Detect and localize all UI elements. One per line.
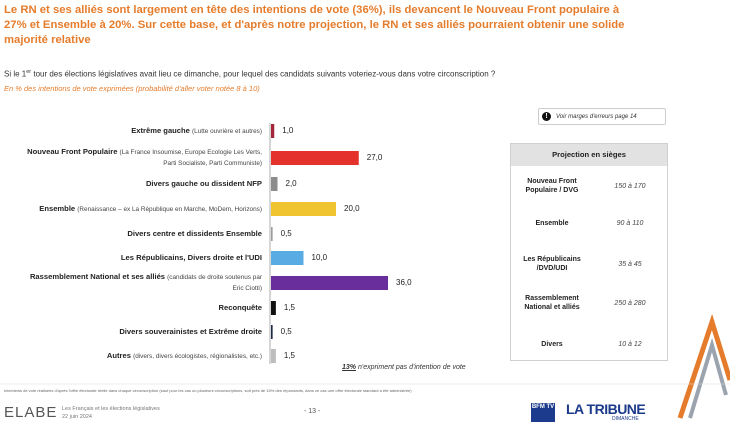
abstention-note: 13% n'expriment pas d'intention de vote — [342, 364, 466, 371]
bar — [271, 227, 273, 241]
value-label: 10,0 — [311, 253, 328, 262]
value-label: 36,0 — [396, 278, 412, 287]
category-name: Nouveau Front Populaire — [27, 147, 118, 156]
partner-logo: BFM TV — [531, 403, 555, 422]
value-label: 1,0 — [282, 126, 294, 135]
bar — [271, 251, 304, 265]
category-label: Reconquête — [20, 303, 262, 313]
projection-party: Rassemblement National et alliés — [524, 295, 580, 311]
error-note-text: Voir marges d'erreurs page 14 — [556, 113, 637, 120]
study-date: 22 juin 2024 — [62, 414, 92, 420]
page-number: - 13 - — [304, 408, 321, 415]
value-label: 27,0 — [366, 153, 383, 162]
category-name: Autres — [106, 350, 131, 360]
bar — [271, 301, 276, 315]
partner-sub: DIMANCHE — [612, 416, 639, 422]
category-name: Extrême gauche — [131, 125, 190, 135]
category-label: Rassemblement National et ses alliés (ca… — [20, 272, 262, 294]
value-label: 2,0 — [285, 179, 297, 188]
category-name: Les Républicains, Divers droite et l'UDI — [120, 253, 262, 262]
projection-title: Projection en sièges — [511, 144, 667, 166]
projection-row: Nouveau Front Populaire / DVG 150 à 170 — [511, 174, 667, 198]
category-label: Divers gauche ou dissident NFP — [20, 179, 262, 189]
projection-seats: 150 à 170 — [614, 182, 646, 190]
projection-row: Divers 10 à 12 — [511, 332, 667, 356]
subtitle: En % des intentions de vote exprimées (p… — [4, 84, 260, 93]
brand: ELABE — [4, 404, 58, 421]
category-label: Divers souverainistes et Extrême droite — [20, 327, 262, 337]
category-label: Les Républicains, Divers droite et l'UDI — [20, 253, 262, 263]
projection-party: Ensemble — [535, 219, 569, 227]
category-detail: (Lutte ouvrière et autres) — [192, 127, 262, 135]
projection-row: Les Républicains /DVD/UDI 35 à 45 — [511, 252, 667, 276]
projection-party: Les Républicains /DVD/UDI — [523, 256, 581, 272]
question: Si le 1er tour des élections législative… — [4, 69, 704, 79]
projection-table: Projection en sièges Nouveau Front Popul… — [510, 143, 668, 361]
projection-party: Divers — [541, 340, 563, 348]
category-detail: (divers, divers écologistes, régionalist… — [133, 352, 262, 360]
info-icon: ! — [542, 112, 551, 121]
abstention-figure: 13% — [342, 364, 357, 371]
abstention-text: n'expriment pas d'intention de vote — [356, 364, 466, 371]
category-name: Reconquête — [218, 303, 262, 312]
question-end: tour des élections législatives avait li… — [31, 69, 496, 79]
bar — [271, 124, 275, 138]
projection-seats: 250 à 280 — [614, 299, 646, 307]
value-label: 0,5 — [280, 229, 292, 238]
projection-seats: 35 à 45 — [618, 260, 642, 268]
bar — [271, 177, 278, 191]
bar — [271, 325, 273, 339]
category-name: Ensemble — [39, 203, 76, 213]
category-name: Divers souverainistes et Extrême droite — [119, 327, 262, 336]
projection-row: Rassemblement National et alliés 250 à 28… — [511, 291, 667, 315]
category-label: Extrême gauche (Lutte ouvrière et autres… — [20, 126, 262, 137]
partner-logo: LA TRIBUNE — [566, 401, 646, 417]
bar — [271, 349, 276, 363]
projection-seats: 10 à 12 — [618, 340, 642, 348]
category-detail: (candidats de droite soutenus par Eric C… — [167, 274, 262, 292]
category-detail: (La France Insoumise, Europe Ecologie Le… — [119, 149, 262, 167]
category-name: Divers centre et dissidents Ensemble — [127, 229, 262, 238]
category-detail: (Renaissance – ex La République en March… — [77, 205, 262, 213]
method-note: Interviews de vote réalisées d'après l'o… — [4, 388, 412, 393]
category-name: Rassemblement National et ses alliés — [29, 272, 166, 281]
study: Les Français et les élections législativ… — [62, 405, 160, 421]
bar — [271, 202, 336, 216]
value-label: 1,5 — [283, 351, 295, 360]
projection-party: Nouveau Front Populaire / DVG — [525, 178, 579, 194]
category-label: Nouveau Front Populaire (La France Insou… — [20, 147, 262, 169]
title: Le RN et ses alliés sont largement en tê… — [4, 4, 625, 46]
projection-seats: 90 à 110 — [616, 219, 644, 227]
logo — [677, 313, 730, 419]
category-label: Autres (divers, divers écologistes, régi… — [20, 351, 262, 362]
value-label: 1,5 — [283, 303, 295, 312]
question-start: Si le 1 — [4, 69, 27, 79]
bar — [271, 276, 388, 290]
value-label: 20,0 — [344, 204, 360, 213]
category-label: Divers centre et dissidents Ensemble — [20, 229, 262, 239]
value-label: 0,5 — [280, 327, 292, 336]
question-sup: er — [26, 69, 32, 75]
error-note: ! Voir marges d'erreurs page 14 — [538, 108, 666, 125]
category-name: Divers gauche ou dissident NFP — [145, 179, 262, 188]
category-label: Ensemble (Renaissance – ex La République… — [20, 204, 262, 215]
study-name: Les Français et les élections législativ… — [62, 406, 160, 412]
projection-row: Ensemble 90 à 110 — [511, 211, 667, 235]
bar — [271, 151, 359, 165]
